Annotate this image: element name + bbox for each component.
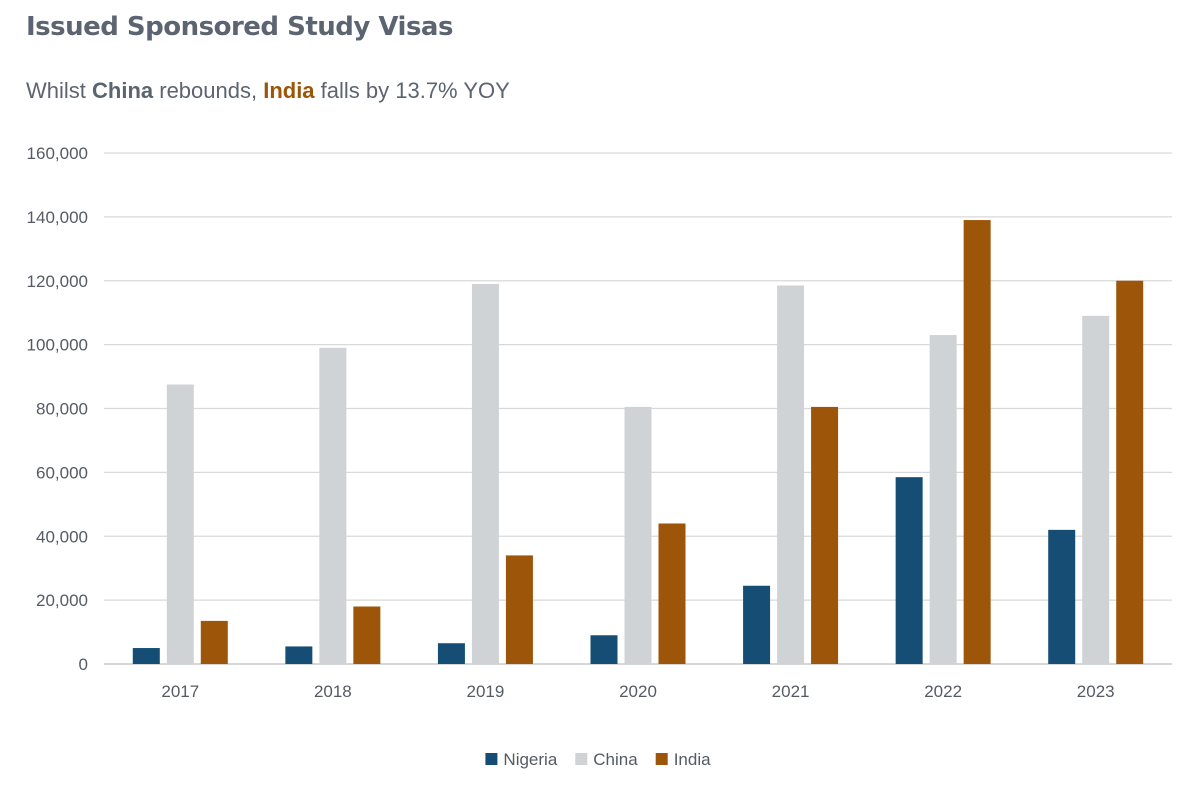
subtitle-suffix: falls by 13.7% YOY: [314, 78, 510, 103]
bar-india-2018: [353, 606, 381, 664]
y-tick-label: 20,000: [36, 591, 88, 610]
legend-swatch-china: [575, 753, 588, 765]
bar-china-2023: [1082, 315, 1110, 664]
bar-china-2019: [471, 283, 499, 664]
bar-china-2017: [166, 384, 194, 664]
chart-subtitle: Whilst China rebounds, India falls by 13…: [26, 78, 510, 104]
y-tick-label: 0: [79, 655, 88, 674]
x-tick-label: 2018: [314, 682, 352, 701]
y-tick-label: 120,000: [27, 272, 88, 291]
y-tick-label: 140,000: [27, 208, 88, 227]
bar-india-2023: [1116, 280, 1144, 664]
y-tick-label: 100,000: [27, 336, 88, 355]
legend: Nigeria China India: [485, 750, 711, 769]
y-tick-label: 80,000: [36, 400, 88, 419]
bar-china-2022: [929, 335, 957, 664]
bar-india-2020: [658, 523, 686, 664]
x-tick-label: 2022: [924, 682, 962, 701]
bars: [132, 220, 1144, 664]
bar-nigeria-2022: [895, 477, 923, 664]
bar-china-2020: [624, 406, 652, 664]
x-tick-label: 2021: [772, 682, 810, 701]
chart-title: Issued Sponsored Study Visas: [26, 12, 453, 42]
bar-nigeria-2020: [590, 635, 618, 664]
subtitle-prefix: Whilst: [26, 78, 92, 103]
legend-label-nigeria: Nigeria: [503, 750, 557, 769]
y-tick-label: 160,000: [27, 144, 88, 163]
x-tick-label: 2023: [1077, 682, 1115, 701]
x-tick-label: 2020: [619, 682, 657, 701]
bar-nigeria-2019: [437, 643, 465, 664]
bar-nigeria-2017: [132, 648, 160, 664]
bar-india-2019: [505, 555, 533, 664]
subtitle-india-highlight: India: [263, 78, 315, 103]
x-axis-tick-labels: 2017 2018 2019 2020 2021 2022 2023: [161, 682, 1114, 701]
bar-nigeria-2018: [285, 646, 313, 664]
y-tick-label: 40,000: [36, 527, 88, 546]
bar-nigeria-2021: [743, 585, 771, 664]
subtitle-middle: rebounds,: [153, 78, 264, 103]
bar-china-2018: [319, 347, 347, 664]
legend-label-india: India: [674, 750, 711, 769]
y-axis-tick-labels: 0 20,000 40,000 60,000 80,000 100,000 120,000 1…: [27, 144, 88, 674]
bar-india-2017: [200, 620, 228, 664]
bar-china-2021: [777, 285, 805, 664]
bar-nigeria-2023: [1048, 529, 1076, 664]
legend-swatch-nigeria: [485, 753, 498, 765]
x-tick-label: 2017: [161, 682, 199, 701]
legend-label-china: China: [593, 750, 638, 769]
subtitle-china-highlight: China: [92, 78, 154, 103]
x-tick-label: 2019: [467, 682, 505, 701]
legend-swatch-india: [655, 753, 668, 765]
bar-india-2021: [811, 406, 839, 664]
y-tick-label: 60,000: [36, 463, 88, 482]
bar-india-2022: [963, 220, 991, 664]
